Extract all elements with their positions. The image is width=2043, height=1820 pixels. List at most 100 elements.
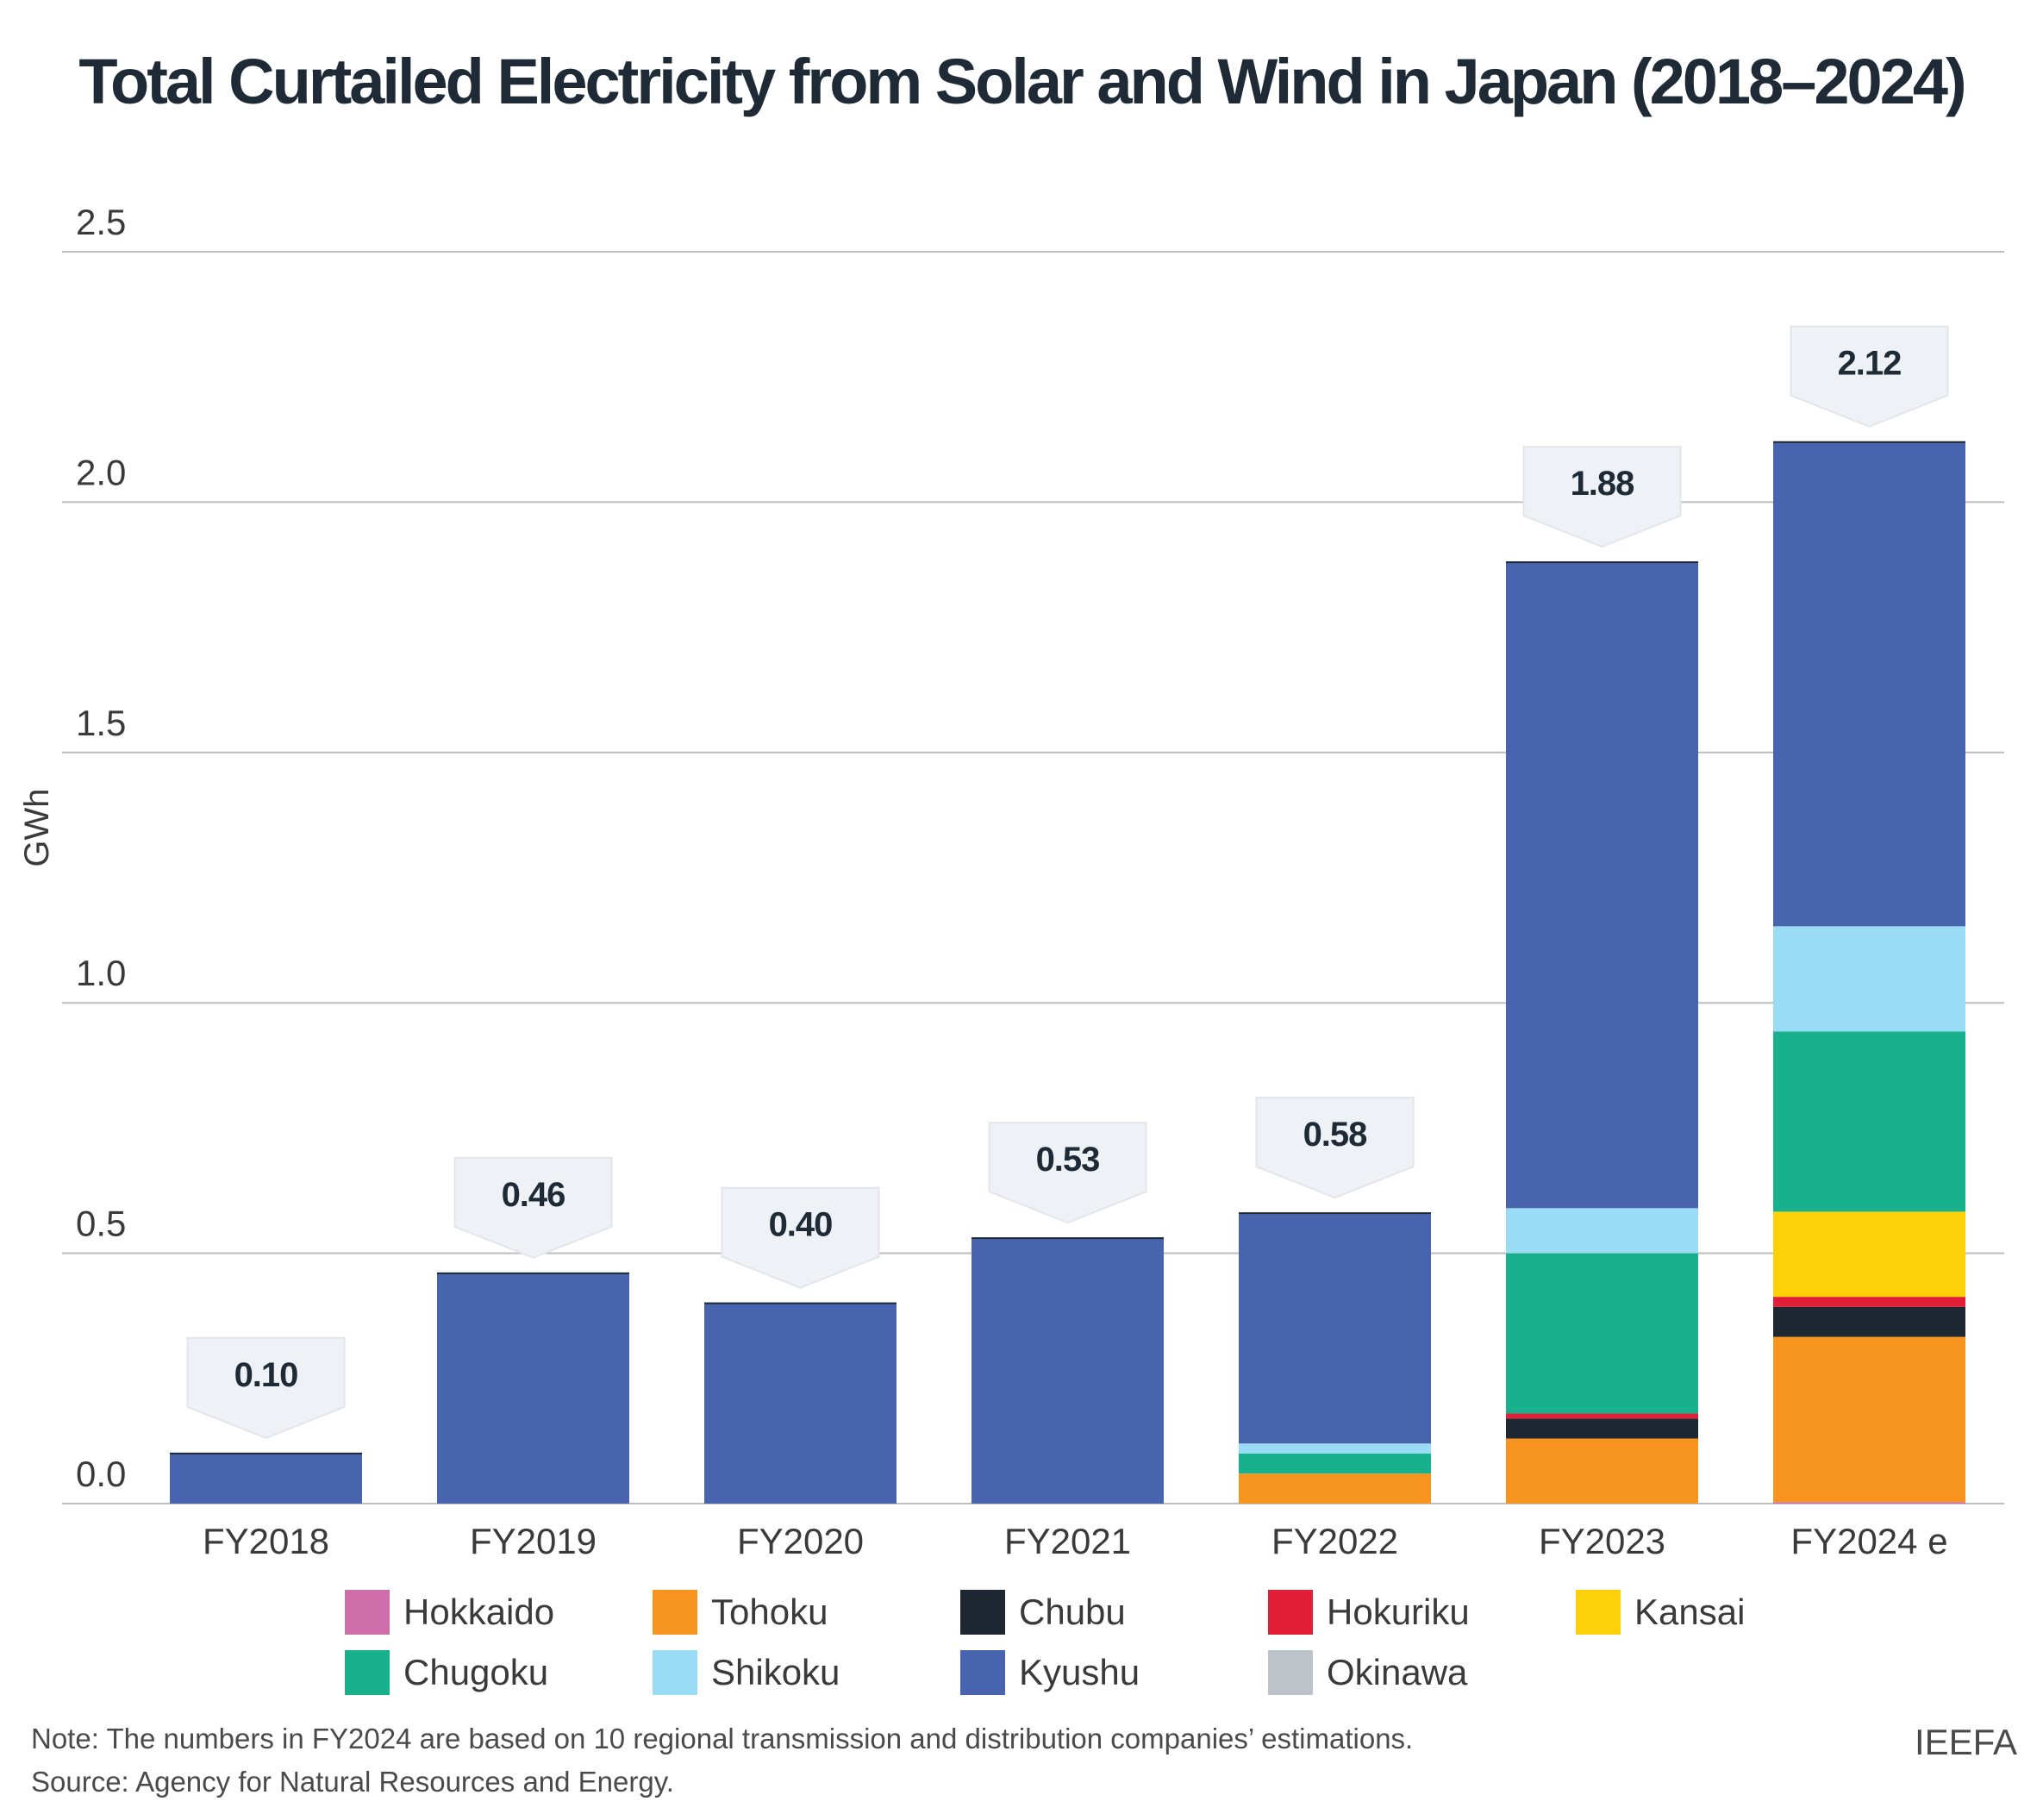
legend-swatch	[345, 1650, 390, 1695]
x-tick-label: FY2020	[737, 1521, 864, 1561]
legend-item-kansai: Kansai	[1576, 1590, 1884, 1635]
y-tick-label: 1.5	[76, 703, 126, 743]
y-tick-label: 0.5	[76, 1204, 126, 1244]
total-label: 2.12	[1838, 345, 1902, 383]
callout-box	[453, 1156, 613, 1259]
legend-label: Hokuriku	[1327, 1592, 1470, 1632]
bar-segment-kyushu	[1239, 1213, 1431, 1444]
bar-stack	[1506, 561, 1698, 1504]
bar-segment-kyushu	[437, 1273, 629, 1504]
legend-item-chugoku: Chugoku	[345, 1650, 653, 1695]
legend-row: Chugoku Shikoku Kyushu Okinawa	[345, 1642, 1983, 1703]
stacked-bar-chart: 0.00.51.01.52.02.5 GWh 0.100.460.400.530…	[18, 202, 2004, 1561]
bar-segment-shikoku	[1506, 1208, 1698, 1254]
bar-segment-tohoku	[1506, 1438, 1698, 1504]
total-callout: 0.53	[988, 1122, 1147, 1224]
legend-item-kyushu: Kyushu	[960, 1650, 1268, 1695]
legend-label: Chubu	[1019, 1592, 1126, 1632]
legend-label: Tohoku	[711, 1592, 828, 1632]
total-label: 0.58	[1303, 1116, 1368, 1154]
legend-swatch	[960, 1650, 1005, 1695]
x-tick-label: FY2023	[1539, 1521, 1665, 1561]
source-note: Source: Agency for Natural Resources and…	[31, 1766, 674, 1798]
callout-box	[1522, 446, 1682, 548]
callout-box	[1790, 325, 1949, 428]
x-tick-label: FY2019	[470, 1521, 597, 1561]
bar-segment-kyushu	[1773, 441, 1965, 927]
x-tick-label: FY2022	[1271, 1521, 1398, 1561]
bar-segment-chubu	[1506, 1418, 1698, 1439]
legend-swatch	[345, 1590, 390, 1635]
legend-swatch	[1268, 1650, 1313, 1695]
legend-swatch	[1576, 1590, 1621, 1635]
legend-swatch	[960, 1590, 1005, 1635]
bar-stack	[170, 1452, 362, 1504]
x-tick-label: FY2018	[203, 1521, 329, 1561]
x-tick-label: FY2021	[1004, 1521, 1131, 1561]
legend-item-tohoku: Tohoku	[653, 1590, 960, 1635]
legend-swatch	[653, 1590, 697, 1635]
legend-item-shikoku: Shikoku	[653, 1650, 960, 1695]
y-tick-label: 2.5	[76, 202, 126, 242]
total-callout: 2.12	[1790, 325, 1949, 428]
bar-segment-shikoku	[1773, 926, 1965, 1032]
legend-swatch	[653, 1650, 697, 1695]
legend-item-hokuriku: Hokuriku	[1268, 1590, 1576, 1635]
bar-stack	[437, 1272, 629, 1504]
legend-label: Shikoku	[711, 1652, 840, 1692]
y-tick-label: 2.0	[76, 452, 126, 492]
total-callouts: 0.10 0.46 0.40 0.53 0.58 1.88 2.12	[186, 325, 1949, 1439]
y-axis-ticks: 0.0 0.5 1.0 1.5 2.0 2.5	[76, 202, 126, 1494]
bar-segment-hokkaido	[1773, 1502, 1965, 1504]
legend-label: Kyushu	[1019, 1652, 1140, 1692]
y-axis-label: GWh	[18, 788, 56, 866]
callout-box	[186, 1336, 346, 1439]
bar-stack	[704, 1302, 897, 1504]
total-label: 0.53	[1036, 1141, 1100, 1179]
total-callout: 0.10	[186, 1336, 346, 1439]
total-label: 0.46	[502, 1176, 565, 1214]
bar-stack	[1773, 441, 1965, 1504]
bar-segment-tohoku	[1773, 1336, 1965, 1503]
bar-stack	[1239, 1212, 1431, 1504]
bar-stack	[972, 1237, 1164, 1504]
footnote: Note: The numbers in FY2024 are based on…	[31, 1723, 1414, 1754]
bar-segment-hokuriku	[1773, 1297, 1965, 1307]
legend-label: Okinawa	[1327, 1652, 1468, 1692]
total-label: 0.40	[769, 1206, 833, 1244]
legend-item-chubu: Chubu	[960, 1590, 1268, 1635]
bar-segment-kansai	[1773, 1211, 1965, 1298]
legend-swatch	[1268, 1590, 1313, 1635]
legend-item-hokkaido: Hokkaido	[345, 1590, 653, 1635]
legend: Hokkaido Tohoku Chubu Hokuriku Kansai Chugok…	[345, 1582, 1983, 1703]
callout-box	[988, 1122, 1147, 1224]
bar-segment-chugoku	[1773, 1031, 1965, 1212]
legend-item-okinawa: Okinawa	[1268, 1650, 1576, 1695]
total-label: 1.88	[1571, 465, 1635, 503]
bar-segment-kyushu	[972, 1238, 1164, 1504]
y-tick-label: 1.0	[76, 953, 126, 993]
bar-segment-tohoku	[1239, 1473, 1431, 1504]
total-label: 0.10	[234, 1356, 298, 1394]
bars	[170, 441, 1965, 1504]
legend-label: Kansai	[1634, 1592, 1746, 1632]
legend-label: Hokkaido	[403, 1592, 555, 1632]
legend-row: Hokkaido Tohoku Chubu Hokuriku Kansai	[345, 1582, 1983, 1642]
legend-label: Chugoku	[403, 1652, 549, 1692]
total-callout: 1.88	[1522, 446, 1682, 548]
brand-logo: IEEFA	[1914, 1722, 2017, 1762]
callout-box	[721, 1186, 880, 1289]
total-callout: 0.40	[721, 1186, 880, 1289]
x-tick-label: FY2024 e	[1790, 1521, 1947, 1561]
y-tick-label: 0.0	[76, 1454, 126, 1494]
bar-segment-chugoku	[1239, 1453, 1431, 1474]
x-axis-ticks: FY2018 FY2019 FY2020 FY2021 FY2022 FY2023 FY20…	[203, 1521, 1948, 1561]
bar-segment-chubu	[1773, 1306, 1965, 1337]
bar-segment-hokuriku	[1506, 1413, 1698, 1419]
bar-segment-shikoku	[1239, 1443, 1431, 1454]
bar-segment-kyushu	[1506, 562, 1698, 1209]
total-callout: 0.58	[1255, 1097, 1415, 1199]
callout-box	[1255, 1097, 1415, 1199]
chart-title: Total Curtailed Electricity from Solar a…	[78, 46, 1966, 117]
bar-segment-kyushu	[170, 1453, 362, 1504]
